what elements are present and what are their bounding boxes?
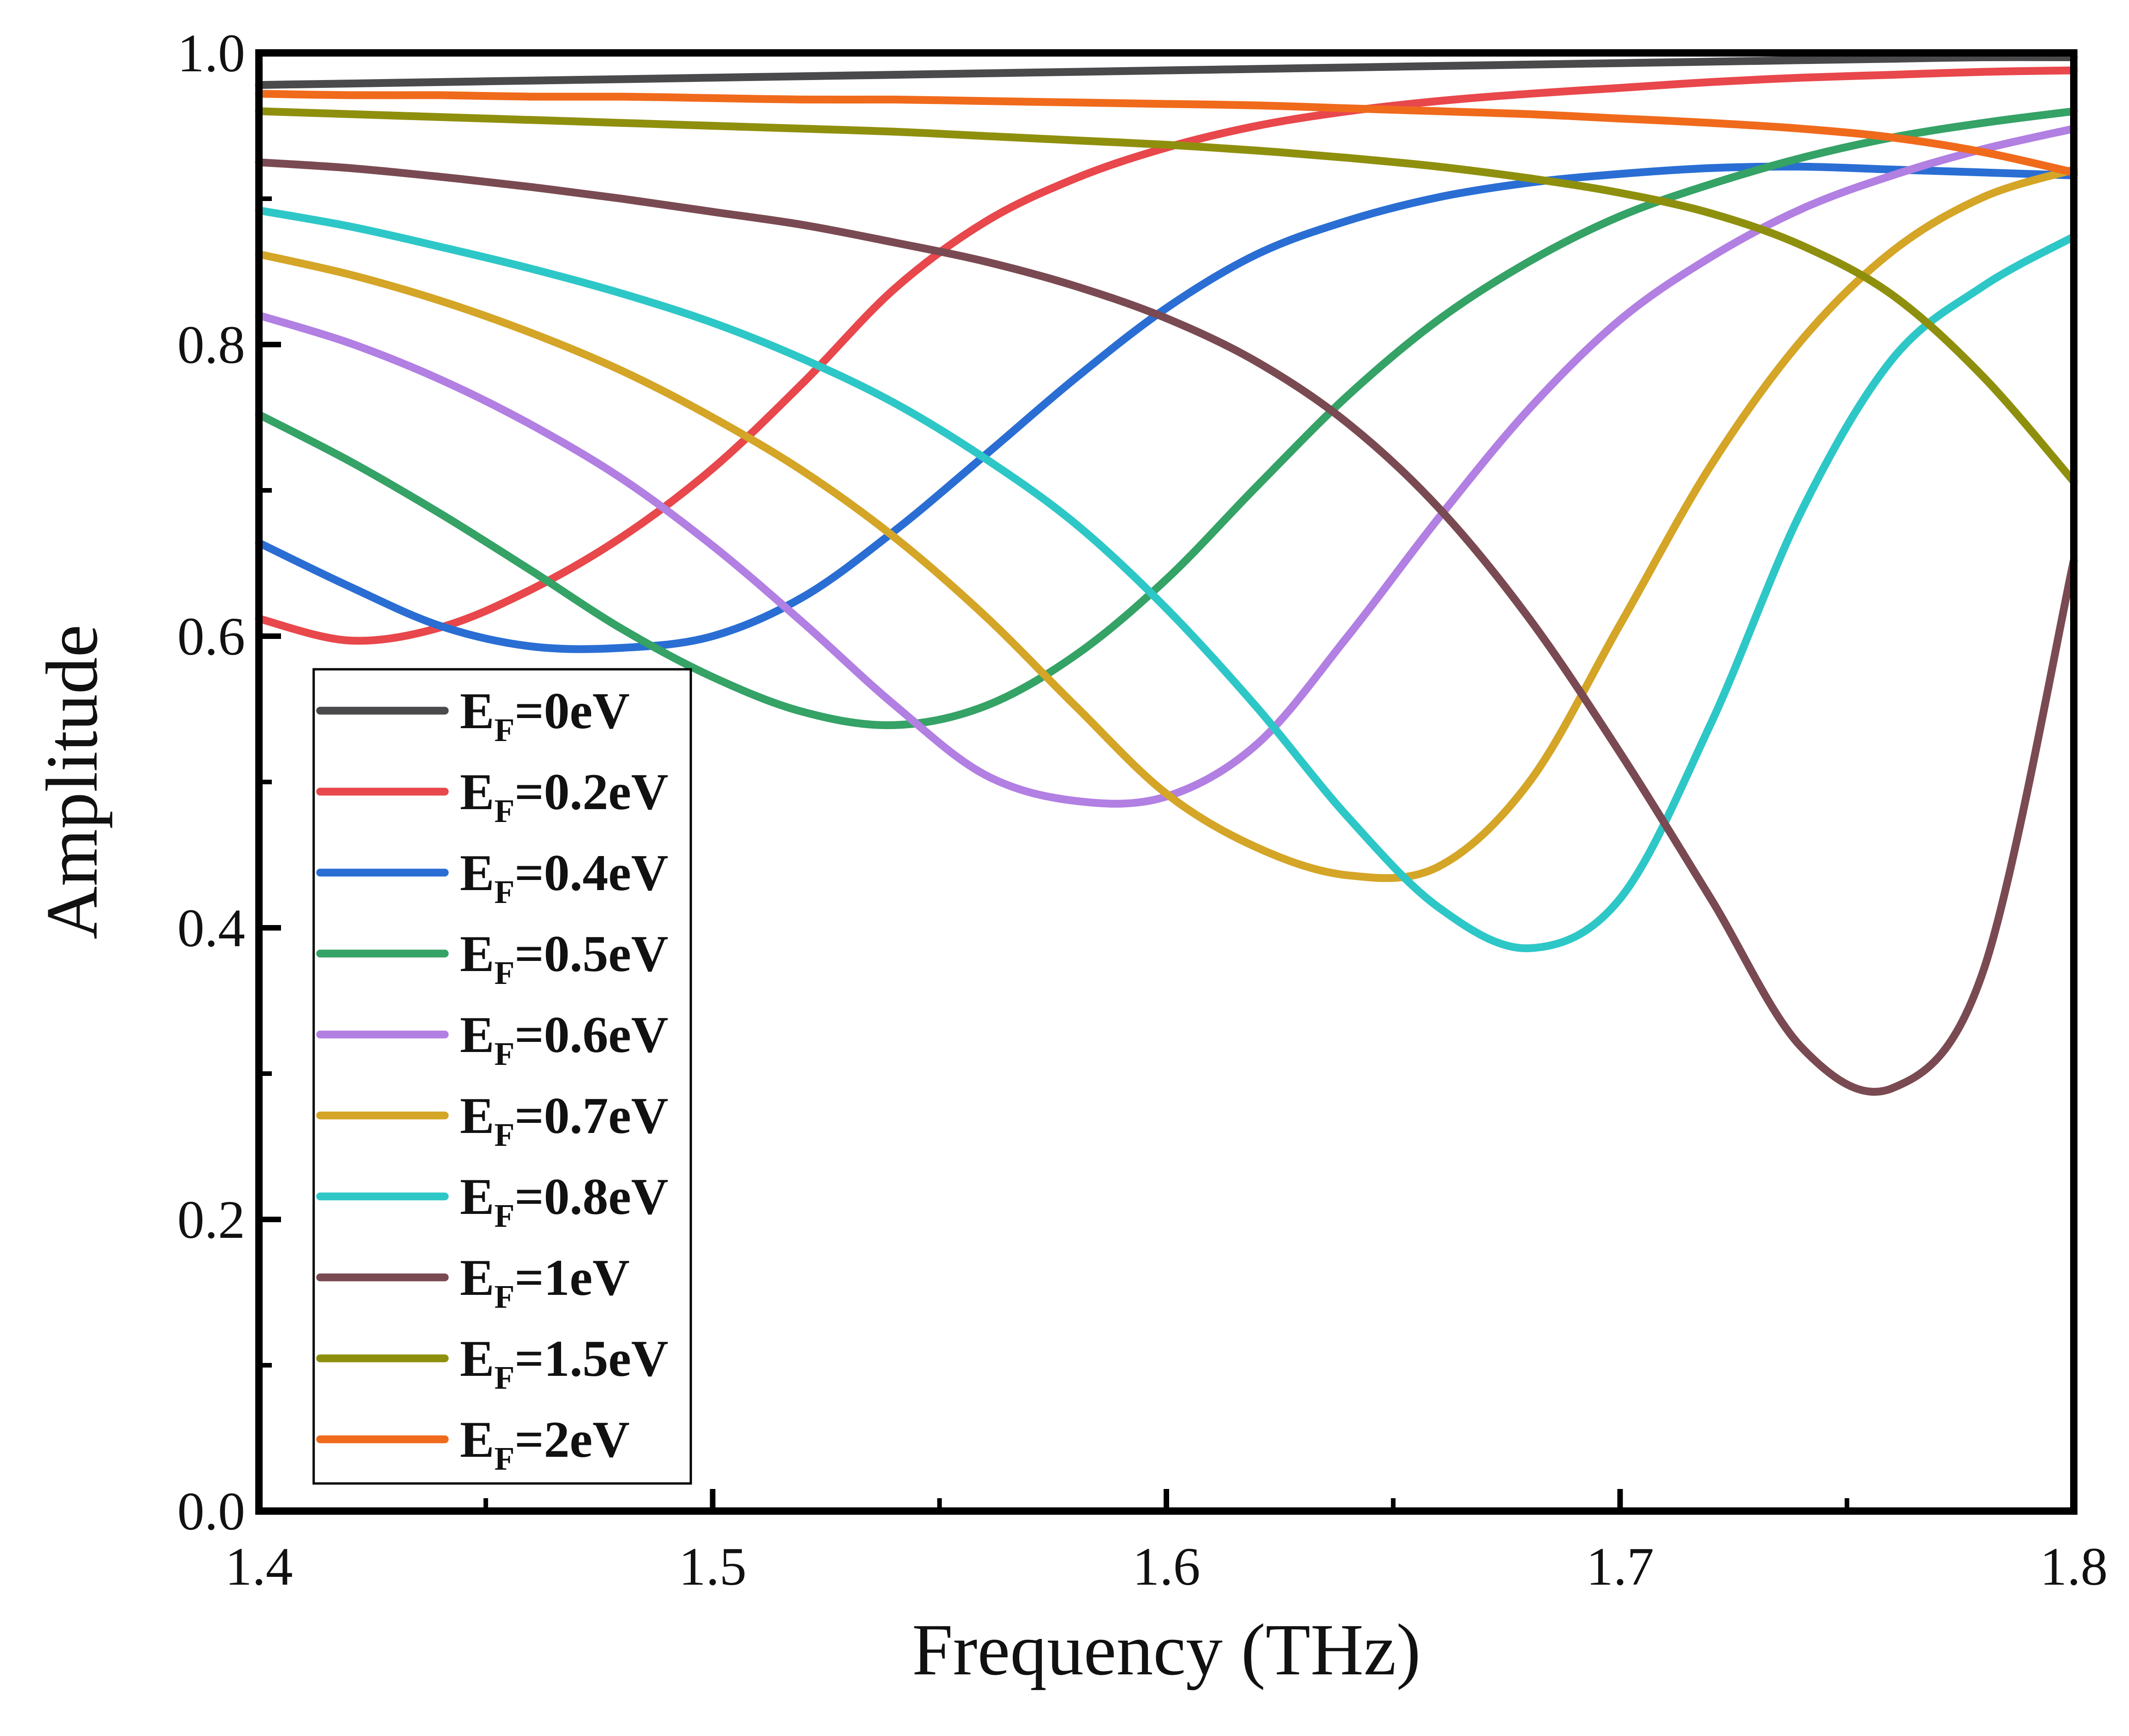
legend-label-subscript: F <box>494 1197 515 1234</box>
legend-label: EF=1eV <box>460 1249 630 1315</box>
x-axis-title: Frequency (THz) <box>912 1609 1421 1690</box>
legend-label-subscript: F <box>494 1116 515 1153</box>
x-tick-label: 1.8 <box>2040 1536 2108 1597</box>
x-tick-label: 1.4 <box>225 1536 293 1597</box>
legend-label-main: E <box>460 1411 494 1468</box>
legend-label-subscript: F <box>494 954 515 991</box>
legend-label-main: E <box>460 1330 494 1387</box>
legend-label: EF=0.2eV <box>460 764 668 829</box>
legend-label-main: E <box>460 1087 494 1144</box>
legend-item-7: EF=1eV <box>316 1249 630 1315</box>
legend-item-9: EF=2eV <box>316 1411 630 1477</box>
legend-label: EF=0.7eV <box>460 1087 668 1153</box>
legend-label-main: E <box>460 1249 494 1306</box>
legend-item-0: EF=0eV <box>316 683 630 748</box>
legend-label-main: E <box>460 764 494 821</box>
y-tick-label: 0.6 <box>178 606 246 667</box>
legend-item-5: EF=0.7eV <box>316 1087 668 1153</box>
legend-item-2: EF=0.4eV <box>316 845 668 910</box>
series-line-1 <box>255 66 2078 645</box>
legend-label: EF=0.8eV <box>460 1168 668 1234</box>
series-line-7 <box>255 158 2078 1096</box>
legend-label: EF=2eV <box>460 1411 630 1477</box>
legend-label-main: E <box>460 1006 494 1063</box>
tick-labels-layer: 1.4 1.5 1.6 1.7 1.8 0.0 0.2 0.4 0.6 0.8 1.0 <box>178 23 2108 1597</box>
legend-item-3: EF=0.5eV <box>316 925 668 991</box>
legend-label: EF=0eV <box>460 683 630 748</box>
legend-label-tail: =0.5eV <box>515 925 668 983</box>
legend: EF=0eVEF=0.2eVEF=0.4eVEF=0.5eVEF=0.6eVEF… <box>312 668 692 1485</box>
x-tick-label: 1.5 <box>679 1536 747 1597</box>
y-tick-label: 1.0 <box>178 23 246 83</box>
legend-label-subscript: F <box>494 712 515 748</box>
series-line-0 <box>255 53 2078 89</box>
series-line-5 <box>255 166 2078 882</box>
legend-label-tail: =0eV <box>515 683 630 740</box>
series-layer <box>255 53 2078 1096</box>
legend-items: EF=0eVEF=0.2eVEF=0.4eVEF=0.5eVEF=0.6eVEF… <box>316 683 668 1477</box>
legend-label-tail: =1.5eV <box>515 1330 668 1387</box>
legend-label: EF=1.5eV <box>460 1330 668 1396</box>
y-tick-label: 0.4 <box>178 898 246 958</box>
legend-label: EF=0.4eV <box>460 845 668 910</box>
legend-label-main: E <box>460 683 494 740</box>
series-line-9 <box>255 90 2078 177</box>
x-tick-label: 1.7 <box>1586 1536 1654 1597</box>
legend-item-4: EF=0.6eV <box>316 1006 668 1072</box>
legend-label-tail: =1eV <box>515 1249 630 1306</box>
legend-label: EF=0.5eV <box>460 925 668 991</box>
legend-label-tail: =0.7eV <box>515 1087 668 1144</box>
legend-label-main: E <box>460 845 494 902</box>
legend-label-subscript: F <box>494 1440 515 1477</box>
ticks-layer <box>256 50 2077 1514</box>
series-line-6 <box>255 206 2078 952</box>
legend-label-tail: =0.4eV <box>515 845 668 902</box>
y-tick-label: 0.0 <box>178 1481 246 1541</box>
series-line-3 <box>255 107 2078 730</box>
series-line-8 <box>255 107 2078 486</box>
legend-label: EF=0.6eV <box>460 1006 668 1072</box>
legend-item-1: EF=0.2eV <box>316 764 668 829</box>
legend-label-subscript: F <box>494 1278 515 1315</box>
legend-item-8: EF=1.5eV <box>316 1330 668 1396</box>
x-tick-label: 1.6 <box>1132 1536 1200 1597</box>
legend-label-subscript: F <box>494 874 515 910</box>
series-line-4 <box>255 125 2078 808</box>
y-tick-label: 0.2 <box>178 1190 246 1250</box>
legend-item-6: EF=0.8eV <box>316 1168 668 1234</box>
legend-label-subscript: F <box>494 1035 515 1072</box>
legend-box <box>312 668 692 1485</box>
y-tick-label: 0.8 <box>178 315 246 375</box>
legend-label-tail: =0.2eV <box>515 764 668 821</box>
legend-label-main: E <box>460 925 494 983</box>
legend-label-tail: =0.8eV <box>515 1168 668 1225</box>
legend-label-subscript: F <box>494 793 515 829</box>
y-axis-title: Amplitude <box>31 625 113 939</box>
legend-label-main: E <box>460 1168 494 1225</box>
legend-label-tail: =0.6eV <box>515 1006 668 1063</box>
legend-label-subscript: F <box>494 1359 515 1396</box>
legend-label-tail: =2eV <box>515 1411 630 1468</box>
